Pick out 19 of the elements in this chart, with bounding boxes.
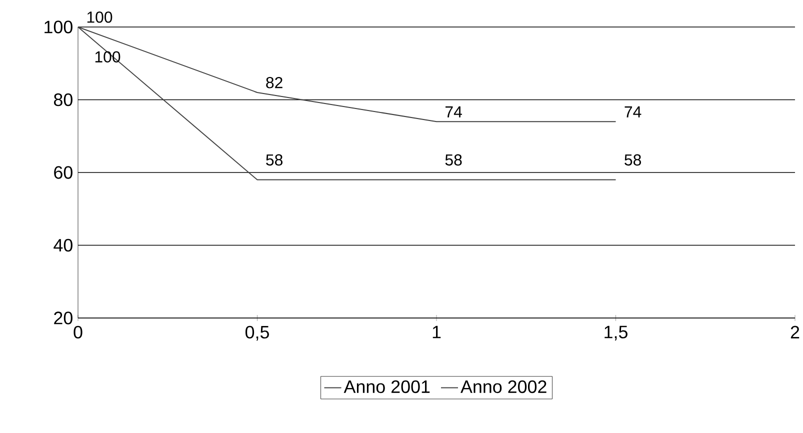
data-label: 74 — [624, 106, 642, 118]
data-label: 58 — [624, 154, 641, 166]
x-tick-label: 1,5 — [604, 326, 628, 340]
y-tick-label: 40 — [54, 238, 72, 252]
data-label: 100 — [87, 12, 112, 23]
x-tick-label: 2 — [790, 326, 800, 338]
data-label: 82 — [266, 76, 282, 88]
y-tick-label: 100 — [44, 20, 72, 34]
data-label: 58 — [445, 154, 462, 166]
data-label: 58 — [266, 154, 282, 166]
x-tick-label: 0,5 — [245, 326, 269, 341]
y-tick-label: 60 — [54, 166, 72, 179]
x-tick-label: 1 — [432, 326, 441, 338]
legend-label: Anno 2002 — [460, 380, 546, 394]
data-label: 74 — [446, 106, 462, 118]
y-tick-label: 80 — [54, 93, 72, 106]
x-tick-label: 0 — [74, 326, 82, 339]
legend-label: Anno 2001 — [344, 380, 430, 394]
y-tick-label: 20 — [54, 312, 72, 324]
